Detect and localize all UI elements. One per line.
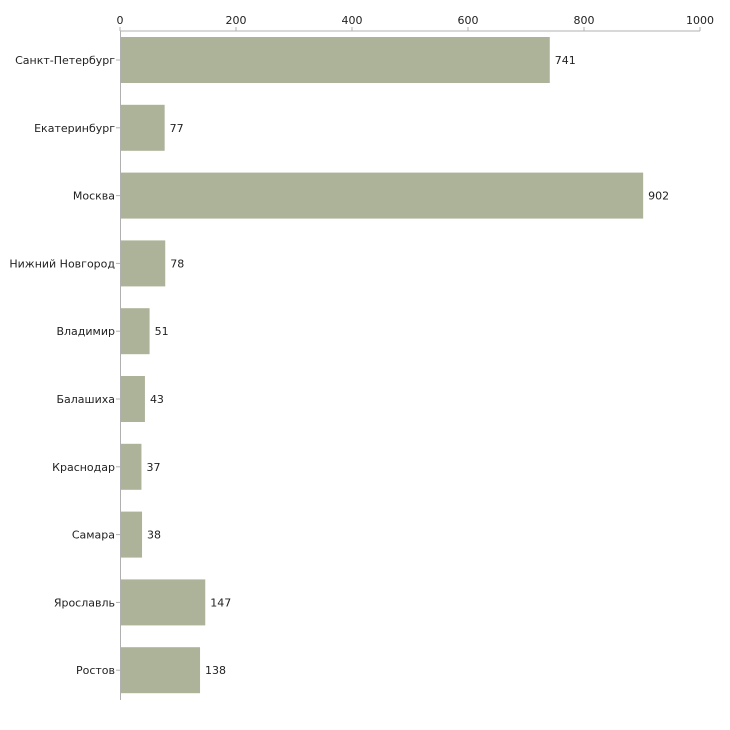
x-tick-label: 1000 xyxy=(686,14,714,27)
bar-value-label: 138 xyxy=(205,664,226,677)
labels: 0 200 400 600 800 1000 Санкт-Петербург 741 Екате… xyxy=(9,14,714,677)
category-label: Москва xyxy=(73,190,115,203)
bar-value-label: 78 xyxy=(170,257,184,270)
category-label: Санкт-Петербург xyxy=(15,54,115,67)
bar-value-label: 51 xyxy=(155,325,169,338)
bar xyxy=(120,172,644,219)
x-tick-label: 0 xyxy=(117,14,124,27)
bar xyxy=(120,579,206,626)
bar-value-label: 38 xyxy=(147,529,161,542)
bar-value-label: 43 xyxy=(150,393,164,406)
x-tick-label: 200 xyxy=(226,14,247,27)
bar xyxy=(120,37,550,83)
bar xyxy=(120,376,145,422)
category-label: Балашиха xyxy=(56,393,115,406)
x-tick-label: 600 xyxy=(458,14,479,27)
category-label: Нижний Новгород xyxy=(9,257,115,270)
bar xyxy=(120,647,201,694)
category-label: Краснодар xyxy=(52,461,115,474)
x-tick-label: 800 xyxy=(574,14,595,27)
category-label: Екатеринбург xyxy=(34,122,115,135)
bar xyxy=(120,443,142,490)
category-label: Ростов xyxy=(76,664,115,677)
bar xyxy=(120,240,166,287)
bar xyxy=(120,308,150,355)
bar-value-label: 77 xyxy=(170,122,184,135)
axes xyxy=(116,27,701,700)
category-label: Владимир xyxy=(56,325,115,338)
bar xyxy=(120,511,143,558)
bar-value-label: 902 xyxy=(648,190,669,203)
category-label: Самара xyxy=(72,529,115,542)
bar xyxy=(120,104,165,151)
bars xyxy=(120,37,644,694)
bar-value-label: 37 xyxy=(146,461,160,474)
bar-value-label: 147 xyxy=(210,596,231,609)
bar-value-label: 741 xyxy=(555,54,576,67)
x-tick-label: 400 xyxy=(342,14,363,27)
category-label: Ярославль xyxy=(54,596,115,609)
